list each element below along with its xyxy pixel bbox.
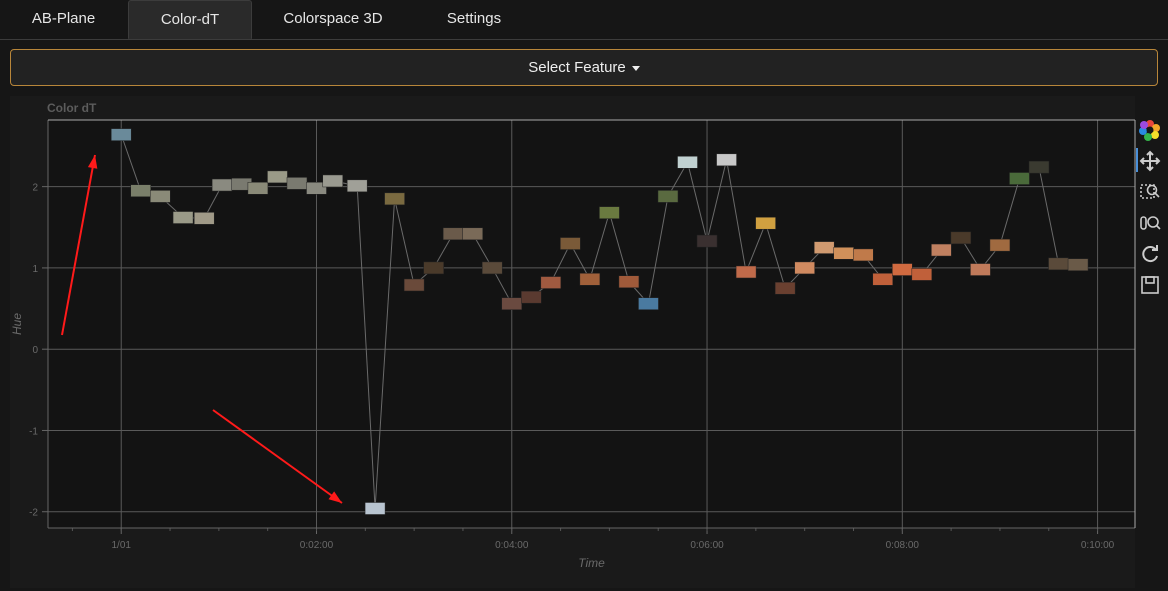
image-thumbnail-point (501, 297, 523, 310)
tab-colorspace-3d[interactable]: Colorspace 3D (283, 10, 383, 27)
x-tick-label: 0:08:00 (886, 540, 920, 551)
image-thumbnail-point (364, 502, 386, 515)
y-tick-label: 1 (32, 264, 38, 275)
pan-icon[interactable] (1138, 149, 1162, 173)
image-thumbnail-point (813, 241, 835, 254)
image-thumbnail-point (755, 216, 776, 230)
image-thumbnail-point (540, 276, 562, 289)
select-feature-label: Select Feature (528, 59, 626, 76)
image-thumbnail-point (599, 206, 620, 219)
tab-color-dt[interactable]: Color-dT (128, 0, 252, 39)
image-thumbnail-point (1048, 257, 1069, 271)
active-tool-indicator (1136, 148, 1138, 172)
image-thumbnail-point (989, 238, 1011, 252)
image-thumbnail-point (716, 153, 737, 167)
x-tick-label: 0:06:00 (690, 540, 724, 551)
annotation-arrowhead (328, 491, 342, 503)
select-feature-button[interactable]: Select Feature (10, 49, 1158, 86)
image-thumbnail-point (1009, 172, 1030, 185)
image-thumbnail-point (657, 190, 679, 203)
image-thumbnail-point (110, 128, 132, 141)
image-thumbnail-point (346, 179, 368, 193)
save-icon[interactable] (1138, 273, 1162, 297)
image-thumbnail-point (950, 231, 972, 245)
wheel-zoom-icon[interactable] (1138, 211, 1162, 235)
chart-toolbar (1138, 118, 1164, 304)
image-thumbnail-point (247, 182, 269, 195)
caret-down-icon (631, 65, 640, 71)
annotation-arrow (212, 409, 343, 504)
image-thumbnail-point (735, 265, 757, 279)
annotation-arrowhead (87, 155, 98, 169)
image-thumbnail-point (833, 247, 854, 260)
y-tick-label: -1 (29, 426, 38, 437)
bokeh-logo-icon[interactable] (1138, 118, 1162, 142)
chart-title: Color dT (47, 101, 97, 115)
x-tick-label: 1/01 (111, 540, 131, 551)
image-thumbnail-point (423, 261, 444, 275)
image-thumbnail-point (618, 275, 640, 288)
image-thumbnail-point (970, 263, 991, 276)
plot-area (48, 120, 1135, 528)
annotation-arrow (61, 154, 96, 336)
y-tick-label: 0 (32, 345, 38, 356)
reset-icon[interactable] (1138, 242, 1162, 266)
image-thumbnail-point (774, 281, 796, 295)
image-thumbnail-point (462, 227, 483, 241)
tab-settings[interactable]: Settings (446, 10, 502, 27)
image-thumbnail-point (211, 178, 233, 192)
image-thumbnail-point (1067, 258, 1089, 271)
image-thumbnail-point (677, 156, 698, 169)
image-thumbnail-point (193, 212, 215, 225)
image-thumbnail-point (286, 177, 308, 190)
image-thumbnail-point (322, 174, 344, 188)
image-thumbnail-point (638, 297, 659, 310)
box-zoom-icon[interactable] (1138, 180, 1162, 204)
image-thumbnail-point (442, 227, 464, 241)
image-thumbnail-point (172, 211, 194, 224)
y-axis-label: Hue (10, 313, 24, 335)
tab-bar: AB-Plane Color-dT Colorspace 3D Settings (0, 0, 1168, 40)
image-thumbnail-point (911, 268, 933, 281)
image-thumbnail-point (872, 273, 894, 286)
y-tick-label: 2 (32, 183, 38, 194)
image-thumbnail-point (267, 170, 288, 184)
image-thumbnail-point (403, 278, 425, 292)
x-axis-label: Time (578, 556, 605, 570)
image-thumbnail-point (931, 243, 952, 257)
image-thumbnail-point (853, 248, 874, 262)
image-thumbnail-point (579, 273, 601, 286)
image-thumbnail-point (481, 261, 503, 275)
image-thumbnail-point (560, 237, 581, 250)
image-thumbnail-point (150, 190, 171, 203)
x-tick-label: 0:02:00 (300, 540, 334, 551)
image-thumbnail-point (892, 263, 913, 276)
image-thumbnail-point (306, 182, 327, 195)
y-tick-label: -2 (29, 508, 38, 519)
tab-ab-plane[interactable]: AB-Plane (31, 10, 96, 27)
x-tick-label: 0:10:00 (1081, 540, 1115, 551)
image-thumbnail-point (130, 184, 152, 197)
image-thumbnail-point (696, 234, 718, 248)
image-thumbnail-point (794, 261, 815, 275)
image-thumbnail-point (1028, 160, 1050, 174)
image-thumbnail-point (384, 192, 405, 206)
x-tick-label: 0:04:00 (495, 540, 529, 551)
image-thumbnail-point (521, 290, 542, 304)
